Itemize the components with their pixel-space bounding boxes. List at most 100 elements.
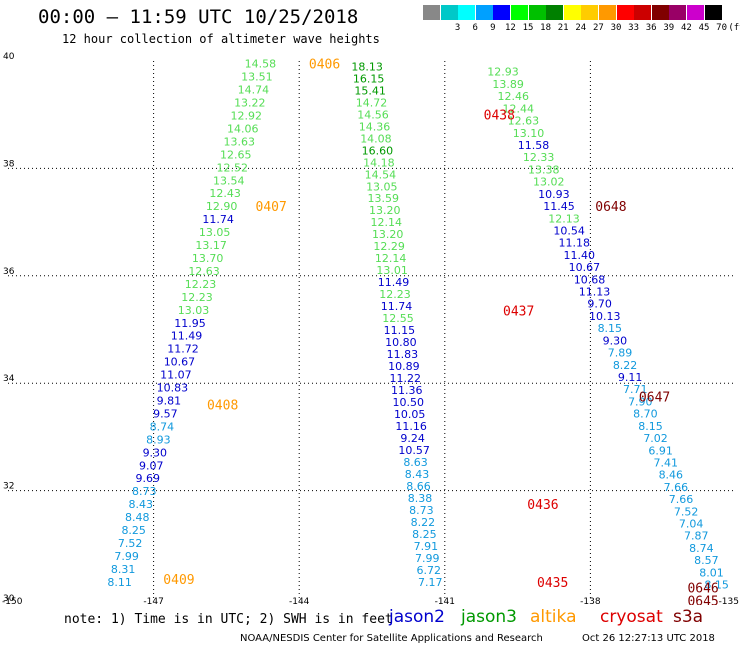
- wave-height-label: 11.58: [518, 139, 550, 152]
- wave-height-label: 9.24: [400, 432, 425, 445]
- wave-height-label: 12.63: [188, 265, 220, 278]
- wave-height-label: 10.57: [398, 444, 430, 457]
- wave-height-label: 8.15: [704, 579, 729, 592]
- wave-height-label: 9.30: [603, 334, 628, 347]
- time-layer: 0406 0407 0408 0409 0438 0437 0436 0435 0648 0647…: [163, 58, 718, 605]
- wave-height-label: 11.22: [390, 372, 422, 385]
- data-layer: 14.5813.5114.7413.2212.9214.0613.6312.65…: [107, 58, 728, 592]
- y-tick-label: 30: [3, 594, 15, 604]
- wave-height-label: 6.91: [648, 444, 673, 457]
- wave-height-label: 8.43: [128, 498, 153, 511]
- legend-jason2: jason2: [389, 607, 445, 627]
- wave-height-label: 12.23: [379, 288, 411, 301]
- wave-height-label: 7.71: [623, 383, 648, 396]
- wave-height-label: 13.01: [376, 264, 408, 277]
- wave-height-label: 12.55: [382, 312, 414, 325]
- scale-label: 30: [610, 23, 622, 33]
- wave-height-label: 11.49: [171, 330, 203, 343]
- wave-height-label: 13.05: [199, 226, 231, 239]
- scale-label: 24: [575, 23, 587, 33]
- wave-height-label: 12.90: [206, 200, 238, 213]
- wave-height-label: 18.13: [351, 60, 383, 73]
- wave-height-label: 16.60: [362, 144, 394, 157]
- wave-height-label: 8.46: [659, 469, 684, 482]
- scale-label: 70: [716, 23, 728, 33]
- scale-label: 6: [472, 23, 478, 33]
- legend-jason3: jason3: [461, 607, 517, 627]
- wave-height-label: 8.43: [405, 468, 430, 481]
- wave-height-label: 12.33: [523, 151, 555, 164]
- wave-height-label: 7.66: [664, 481, 689, 494]
- wave-height-label: 8.31: [111, 563, 136, 576]
- chart-subtitle: 12 hour collection of altimeter wave hei…: [62, 32, 380, 46]
- wave-height-label: 13.17: [195, 239, 227, 252]
- wave-height-label: 9.69: [136, 472, 161, 485]
- scale-swatch: [511, 5, 528, 20]
- time-label: 0648: [595, 200, 626, 215]
- wave-height-label: 13.20: [372, 228, 404, 241]
- wave-height-label: 14.06: [227, 122, 259, 135]
- y-tick-label: 40: [3, 52, 15, 62]
- wave-height-label: 13.51: [241, 71, 273, 84]
- wave-height-label: 10.80: [385, 336, 417, 349]
- scale-swatch: [651, 5, 669, 20]
- scale-swatch: [528, 5, 546, 20]
- wave-height-label: 15.41: [354, 84, 386, 97]
- scale-label: 45: [698, 23, 710, 33]
- wave-height-label: 7.41: [653, 456, 678, 469]
- wave-height-label: 12.13: [548, 212, 580, 225]
- wave-height-label: 8.66: [406, 480, 431, 493]
- footer-timestamp: Oct 26 12:27:13 UTC 2018: [582, 633, 715, 644]
- scale-swatch: [563, 5, 581, 20]
- wave-height-label: 13.38: [528, 163, 560, 176]
- wave-height-label: 11.45: [543, 200, 575, 213]
- wave-height-label: 9.70: [587, 298, 612, 311]
- wave-height-label: 9.07: [139, 459, 164, 472]
- wave-height-label: 7.87: [684, 530, 709, 543]
- wave-height-label: 8.01: [699, 566, 724, 579]
- time-label: 0645: [687, 595, 718, 605]
- scale-swatch: [687, 5, 704, 20]
- wave-height-label: 7.52: [118, 537, 143, 550]
- wave-height-label: 8.63: [403, 456, 428, 469]
- wave-height-label: 12.23: [181, 291, 213, 304]
- wave-height-label: 13.03: [178, 304, 210, 317]
- scale-swatch: [704, 5, 722, 20]
- wave-height-label: 12.23: [185, 278, 217, 291]
- wave-height-label: 12.43: [209, 187, 241, 200]
- wave-height-label: 14.58: [245, 58, 277, 71]
- wave-height-label: 11.07: [160, 369, 192, 382]
- x-tick-label: -150: [2, 597, 23, 605]
- wave-height-label: 12.44: [503, 102, 535, 115]
- wave-height-label: 10.67: [569, 261, 601, 274]
- wave-height-label: 8.93: [146, 433, 171, 446]
- wave-height-label: 8.15: [638, 420, 663, 433]
- wave-height-label: 8.70: [633, 408, 658, 421]
- wave-height-label: 13.70: [192, 252, 224, 265]
- scale-label: 3: [454, 23, 461, 33]
- wave-height-label: 7.52: [674, 505, 699, 518]
- time-label: 0407: [256, 200, 287, 215]
- wave-height-label: 14.18: [363, 156, 395, 169]
- wave-height-label: 14.36: [359, 120, 391, 133]
- scale-swatch: [493, 5, 511, 20]
- wave-height-label: 12.46: [497, 90, 529, 103]
- wave-height-label: 9.30: [143, 446, 168, 459]
- wave-height-label: 8.15: [598, 322, 623, 335]
- wave-height-label: 9.57: [153, 407, 178, 420]
- wave-height-label: 11.95: [174, 317, 206, 330]
- wave-height-label: 14.72: [356, 96, 388, 109]
- wave-height-label: 8.38: [408, 492, 433, 505]
- wave-height-label: 7.17: [418, 576, 443, 589]
- time-label: 0646: [687, 581, 718, 596]
- footer-credit: NOAA/NESDIS Center for Satellite Applica…: [240, 633, 543, 644]
- wave-height-label: 10.54: [553, 224, 585, 237]
- scale-label: 39: [663, 23, 675, 33]
- scale-swatch: [423, 5, 440, 20]
- wave-height-label: 12.63: [508, 115, 540, 128]
- wave-height-label: 8.11: [107, 576, 132, 589]
- chart-title: 00:00 – 11:59 UTC 10/25/2018: [38, 6, 359, 28]
- wave-height-label: 10.50: [392, 396, 424, 409]
- wave-height-label: 13.59: [368, 192, 400, 205]
- x-tick-label: -144: [289, 597, 310, 605]
